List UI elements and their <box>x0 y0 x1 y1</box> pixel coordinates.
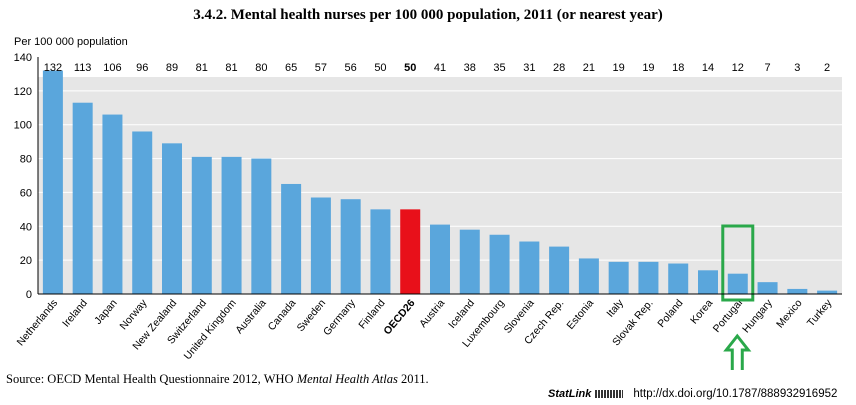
x-tick-label: Poland <box>655 297 685 330</box>
source-note: Source: OECD Mental Health Questionnaire… <box>6 372 429 387</box>
bar <box>251 158 272 294</box>
bar <box>310 197 331 294</box>
y-axis-unit-label: Per 100 000 population <box>14 36 128 48</box>
value-label: 57 <box>315 62 327 74</box>
source-italic: Mental Health Atlas <box>296 372 398 386</box>
value-label: 113 <box>74 62 92 74</box>
bar <box>340 199 361 294</box>
highlight-box <box>721 224 755 302</box>
bar <box>698 270 718 294</box>
x-tick-label: Korea <box>688 297 715 326</box>
y-tick-label: 80 <box>20 154 32 166</box>
bar <box>489 234 510 294</box>
bar <box>727 273 748 294</box>
bar <box>162 143 182 294</box>
bar <box>608 261 629 294</box>
x-tick-label: Japan <box>92 297 120 327</box>
y-tick-label: 0 <box>26 289 32 301</box>
source-suffix: 2011. <box>397 372 429 386</box>
y-tick-label: 20 <box>20 255 32 267</box>
up-arrow-icon <box>723 333 752 370</box>
bar <box>817 290 838 294</box>
value-label: 2 <box>824 62 830 74</box>
value-label: 35 <box>493 62 505 74</box>
bar <box>519 241 540 294</box>
value-label: 81 <box>225 62 237 74</box>
y-tick-label: 60 <box>20 187 32 199</box>
value-label: 56 <box>345 62 357 74</box>
value-label: 19 <box>642 62 654 74</box>
x-tick-label: Italy <box>604 297 626 320</box>
bar <box>281 183 302 294</box>
bar <box>191 156 212 294</box>
x-tick-label: Austria <box>417 297 447 330</box>
x-tick-label: Estonia <box>564 297 596 332</box>
value-label: 106 <box>103 62 121 74</box>
bar <box>668 263 689 294</box>
value-label: 96 <box>136 62 148 74</box>
y-tick-label: 40 <box>20 221 32 233</box>
value-label: 3 <box>794 62 800 74</box>
value-label: 89 <box>166 62 178 74</box>
x-tick-label: OECD26 <box>381 297 417 337</box>
bar <box>370 209 391 294</box>
x-tick-label: Ireland <box>60 297 90 329</box>
value-label: 7 <box>764 62 770 74</box>
statlink-url[interactable]: http://dx.doi.org/10.1787/888932916952 <box>633 388 838 400</box>
statlink[interactable]: StatLink http://dx.doi.org/10.1787/88893… <box>548 388 837 400</box>
value-label: 18 <box>672 62 684 74</box>
y-tick-label: 120 <box>14 86 32 98</box>
value-label: 31 <box>523 62 535 74</box>
bar <box>549 246 570 294</box>
statlink-logo-icon <box>595 390 624 398</box>
value-label: 50 <box>374 62 386 74</box>
bar <box>638 261 659 294</box>
value-label: 41 <box>434 62 446 74</box>
bar <box>430 224 450 294</box>
x-tick-label: Germany <box>321 297 358 338</box>
bar <box>459 229 480 294</box>
x-tick-label: Netherlands <box>15 297 61 348</box>
bar <box>578 258 599 294</box>
value-label: 21 <box>583 62 595 74</box>
value-label: 81 <box>196 62 208 74</box>
bar <box>221 156 242 294</box>
value-label: 132 <box>44 62 62 74</box>
bar <box>42 70 63 295</box>
x-tick-label: Mexico <box>774 297 805 330</box>
x-tick-label: Turkey <box>805 297 835 330</box>
value-label-band <box>38 57 842 77</box>
value-label: 65 <box>285 62 297 74</box>
value-label: 28 <box>553 62 565 74</box>
bar <box>102 114 123 294</box>
value-label: 80 <box>255 62 267 74</box>
x-tick-label: Australia <box>233 297 269 336</box>
value-label: 19 <box>613 62 625 74</box>
value-label: 12 <box>732 62 744 74</box>
x-tick-label: Canada <box>266 297 299 333</box>
x-tick-label: Hungary <box>740 297 775 336</box>
statlink-brand: StatLink <box>548 388 592 400</box>
y-tick-label: 140 <box>14 52 32 64</box>
bar <box>132 131 153 294</box>
x-tick-label: United Kingdom <box>182 297 239 362</box>
bar-chart: 0 20 40 60 80 100 120 140 132 Netherlands 113 Irela… <box>14 52 842 370</box>
value-label: 14 <box>702 62 714 74</box>
x-tick-label: Portugal <box>711 297 745 335</box>
source-prefix: Source: OECD Mental Health Questionnaire… <box>6 372 297 386</box>
chart-title: 3.4.2. Mental health nurses per 100 000 … <box>193 7 663 23</box>
y-tick-label: 100 <box>14 120 32 132</box>
bar <box>400 209 421 294</box>
bar <box>787 288 808 294</box>
value-label: 38 <box>464 62 476 74</box>
bar <box>757 282 778 294</box>
bar <box>72 102 93 294</box>
value-label: 50 <box>404 62 416 74</box>
